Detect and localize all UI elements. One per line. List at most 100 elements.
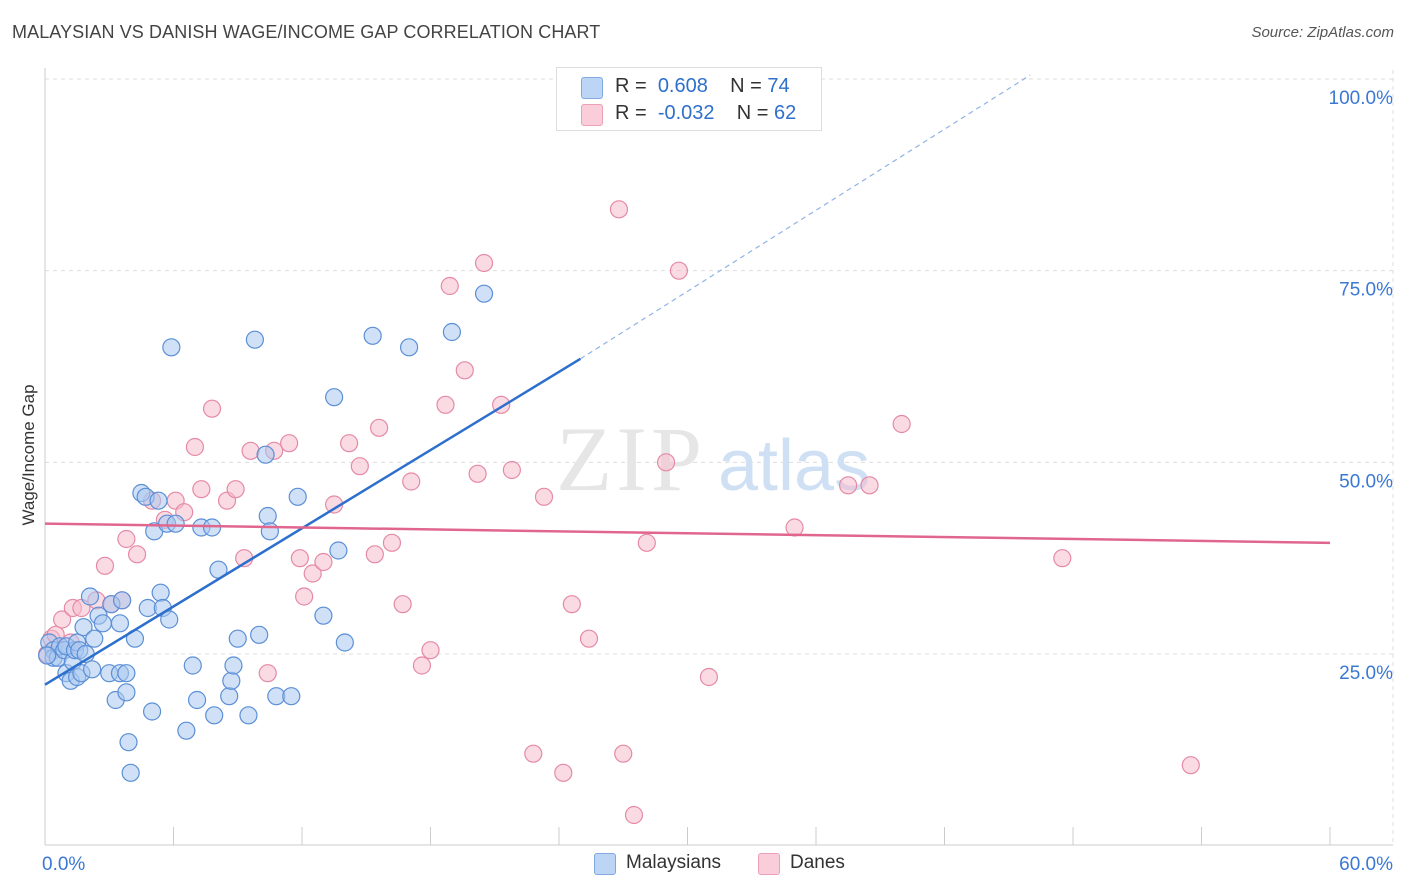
data-point-danes bbox=[258, 664, 277, 683]
data-point-danes bbox=[303, 564, 322, 583]
data-point-malaysians bbox=[183, 656, 202, 675]
source-label: Source: ZipAtlas.com bbox=[1251, 24, 1394, 41]
data-point-danes bbox=[1053, 549, 1072, 568]
data-point-malaysians bbox=[222, 671, 241, 690]
legend-r-value: 0.608 bbox=[657, 75, 708, 97]
data-point-malaysians bbox=[74, 618, 93, 637]
data-point-malaysians bbox=[166, 514, 185, 533]
trend-line-malaysians-extension bbox=[580, 74, 1031, 360]
data-point-danes bbox=[637, 533, 656, 552]
bottom-legend-swatch-blue bbox=[594, 853, 616, 875]
data-point-danes bbox=[192, 480, 211, 499]
chart-title: MALAYSIAN VS DANISH WAGE/INCOME GAP CORR… bbox=[12, 22, 601, 42]
data-point-danes bbox=[468, 464, 487, 483]
data-point-danes bbox=[579, 629, 599, 648]
data-point-danes bbox=[295, 587, 314, 606]
malaysians-points bbox=[38, 284, 494, 782]
data-point-malaysians bbox=[177, 721, 196, 740]
data-point-malaysians bbox=[245, 330, 264, 349]
legend-n-label: N = bbox=[730, 75, 762, 97]
data-point-malaysians bbox=[363, 326, 382, 345]
trend-line-danes bbox=[44, 522, 1331, 545]
data-point-danes bbox=[402, 472, 421, 491]
data-point-danes bbox=[440, 276, 459, 296]
legend-r-label: R = bbox=[615, 102, 647, 124]
y-tick-label: 50.0% bbox=[1339, 471, 1393, 492]
data-point-malaysians bbox=[399, 338, 419, 357]
data-point-danes bbox=[1181, 756, 1200, 775]
data-point-danes bbox=[350, 457, 369, 476]
data-point-danes bbox=[669, 261, 689, 280]
data-point-malaysians bbox=[162, 338, 181, 357]
data-point-danes bbox=[562, 595, 581, 614]
data-point-malaysians bbox=[258, 506, 277, 526]
legend-swatch-pink bbox=[581, 104, 603, 126]
data-point-danes bbox=[370, 418, 389, 437]
data-point-malaysians bbox=[442, 322, 462, 342]
data-point-malaysians bbox=[160, 610, 179, 629]
data-point-danes bbox=[202, 399, 222, 418]
data-point-danes bbox=[436, 395, 455, 414]
data-point-danes bbox=[554, 763, 573, 782]
data-point-danes bbox=[117, 529, 136, 549]
data-point-malaysians bbox=[151, 583, 170, 602]
data-point-danes bbox=[382, 533, 402, 552]
data-point-malaysians bbox=[110, 614, 130, 633]
data-point-malaysians bbox=[117, 664, 136, 683]
data-point-danes bbox=[699, 667, 719, 687]
data-point-danes bbox=[314, 552, 333, 572]
bottom-legend-swatch-pink bbox=[758, 853, 780, 875]
data-point-danes bbox=[421, 641, 440, 660]
x-tick-label: 60.0% bbox=[1339, 854, 1393, 875]
bottom-legend-label: Malaysians bbox=[626, 852, 722, 873]
legend-n-value: 74 bbox=[767, 75, 790, 97]
data-point-danes bbox=[226, 480, 245, 499]
danes-points bbox=[38, 200, 1200, 825]
data-point-malaysians bbox=[149, 491, 168, 510]
data-point-malaysians bbox=[474, 284, 494, 303]
legend-swatch-blue bbox=[581, 77, 603, 99]
data-point-danes bbox=[839, 476, 858, 495]
data-point-malaysians bbox=[256, 445, 275, 464]
data-point-malaysians bbox=[224, 656, 243, 675]
data-point-malaysians bbox=[260, 522, 279, 541]
data-point-danes bbox=[524, 744, 543, 763]
data-point-malaysians bbox=[205, 706, 224, 725]
data-point-malaysians bbox=[142, 702, 162, 721]
data-point-malaysians bbox=[80, 587, 100, 606]
data-point-malaysians bbox=[93, 614, 112, 633]
data-point-malaysians bbox=[239, 706, 258, 725]
data-point-malaysians bbox=[325, 388, 344, 407]
data-point-danes bbox=[280, 434, 299, 453]
data-point-danes bbox=[534, 487, 554, 506]
data-point-danes bbox=[455, 361, 474, 380]
data-point-malaysians bbox=[112, 591, 132, 610]
watermark-zip: ZIP bbox=[556, 408, 706, 510]
data-point-danes bbox=[127, 545, 147, 564]
y-tick-label: 100.0% bbox=[1329, 88, 1394, 109]
data-point-danes bbox=[185, 437, 205, 457]
data-point-malaysians bbox=[187, 690, 207, 710]
legend-n-value: 62 bbox=[774, 102, 797, 124]
data-point-malaysians bbox=[250, 625, 269, 644]
y-axis-title: Wage/Income Gap bbox=[19, 384, 38, 525]
legend-r-value: -0.032 bbox=[657, 102, 715, 124]
data-point-malaysians bbox=[220, 687, 239, 706]
legend-n-label: N = bbox=[736, 102, 769, 124]
data-point-malaysians bbox=[85, 629, 104, 648]
data-point-malaysians bbox=[282, 687, 301, 706]
data-point-danes bbox=[393, 595, 412, 614]
bottom-legend-label: Danes bbox=[790, 852, 845, 873]
data-point-malaysians bbox=[228, 629, 247, 648]
data-point-malaysians bbox=[335, 633, 354, 652]
data-point-danes bbox=[502, 460, 521, 480]
data-point-danes bbox=[412, 656, 432, 675]
data-point-danes bbox=[474, 253, 494, 273]
axis-layer bbox=[44, 68, 1393, 846]
label-layer: 25.0% 50.0% 75.0% 100.0% 0.0% 60.0% Wage/Incom… bbox=[19, 88, 1393, 875]
data-point-danes bbox=[609, 200, 629, 219]
y-tick-label: 25.0% bbox=[1339, 663, 1393, 684]
data-point-malaysians bbox=[202, 518, 222, 537]
data-point-malaysians bbox=[121, 763, 140, 782]
data-point-malaysians bbox=[288, 487, 307, 506]
